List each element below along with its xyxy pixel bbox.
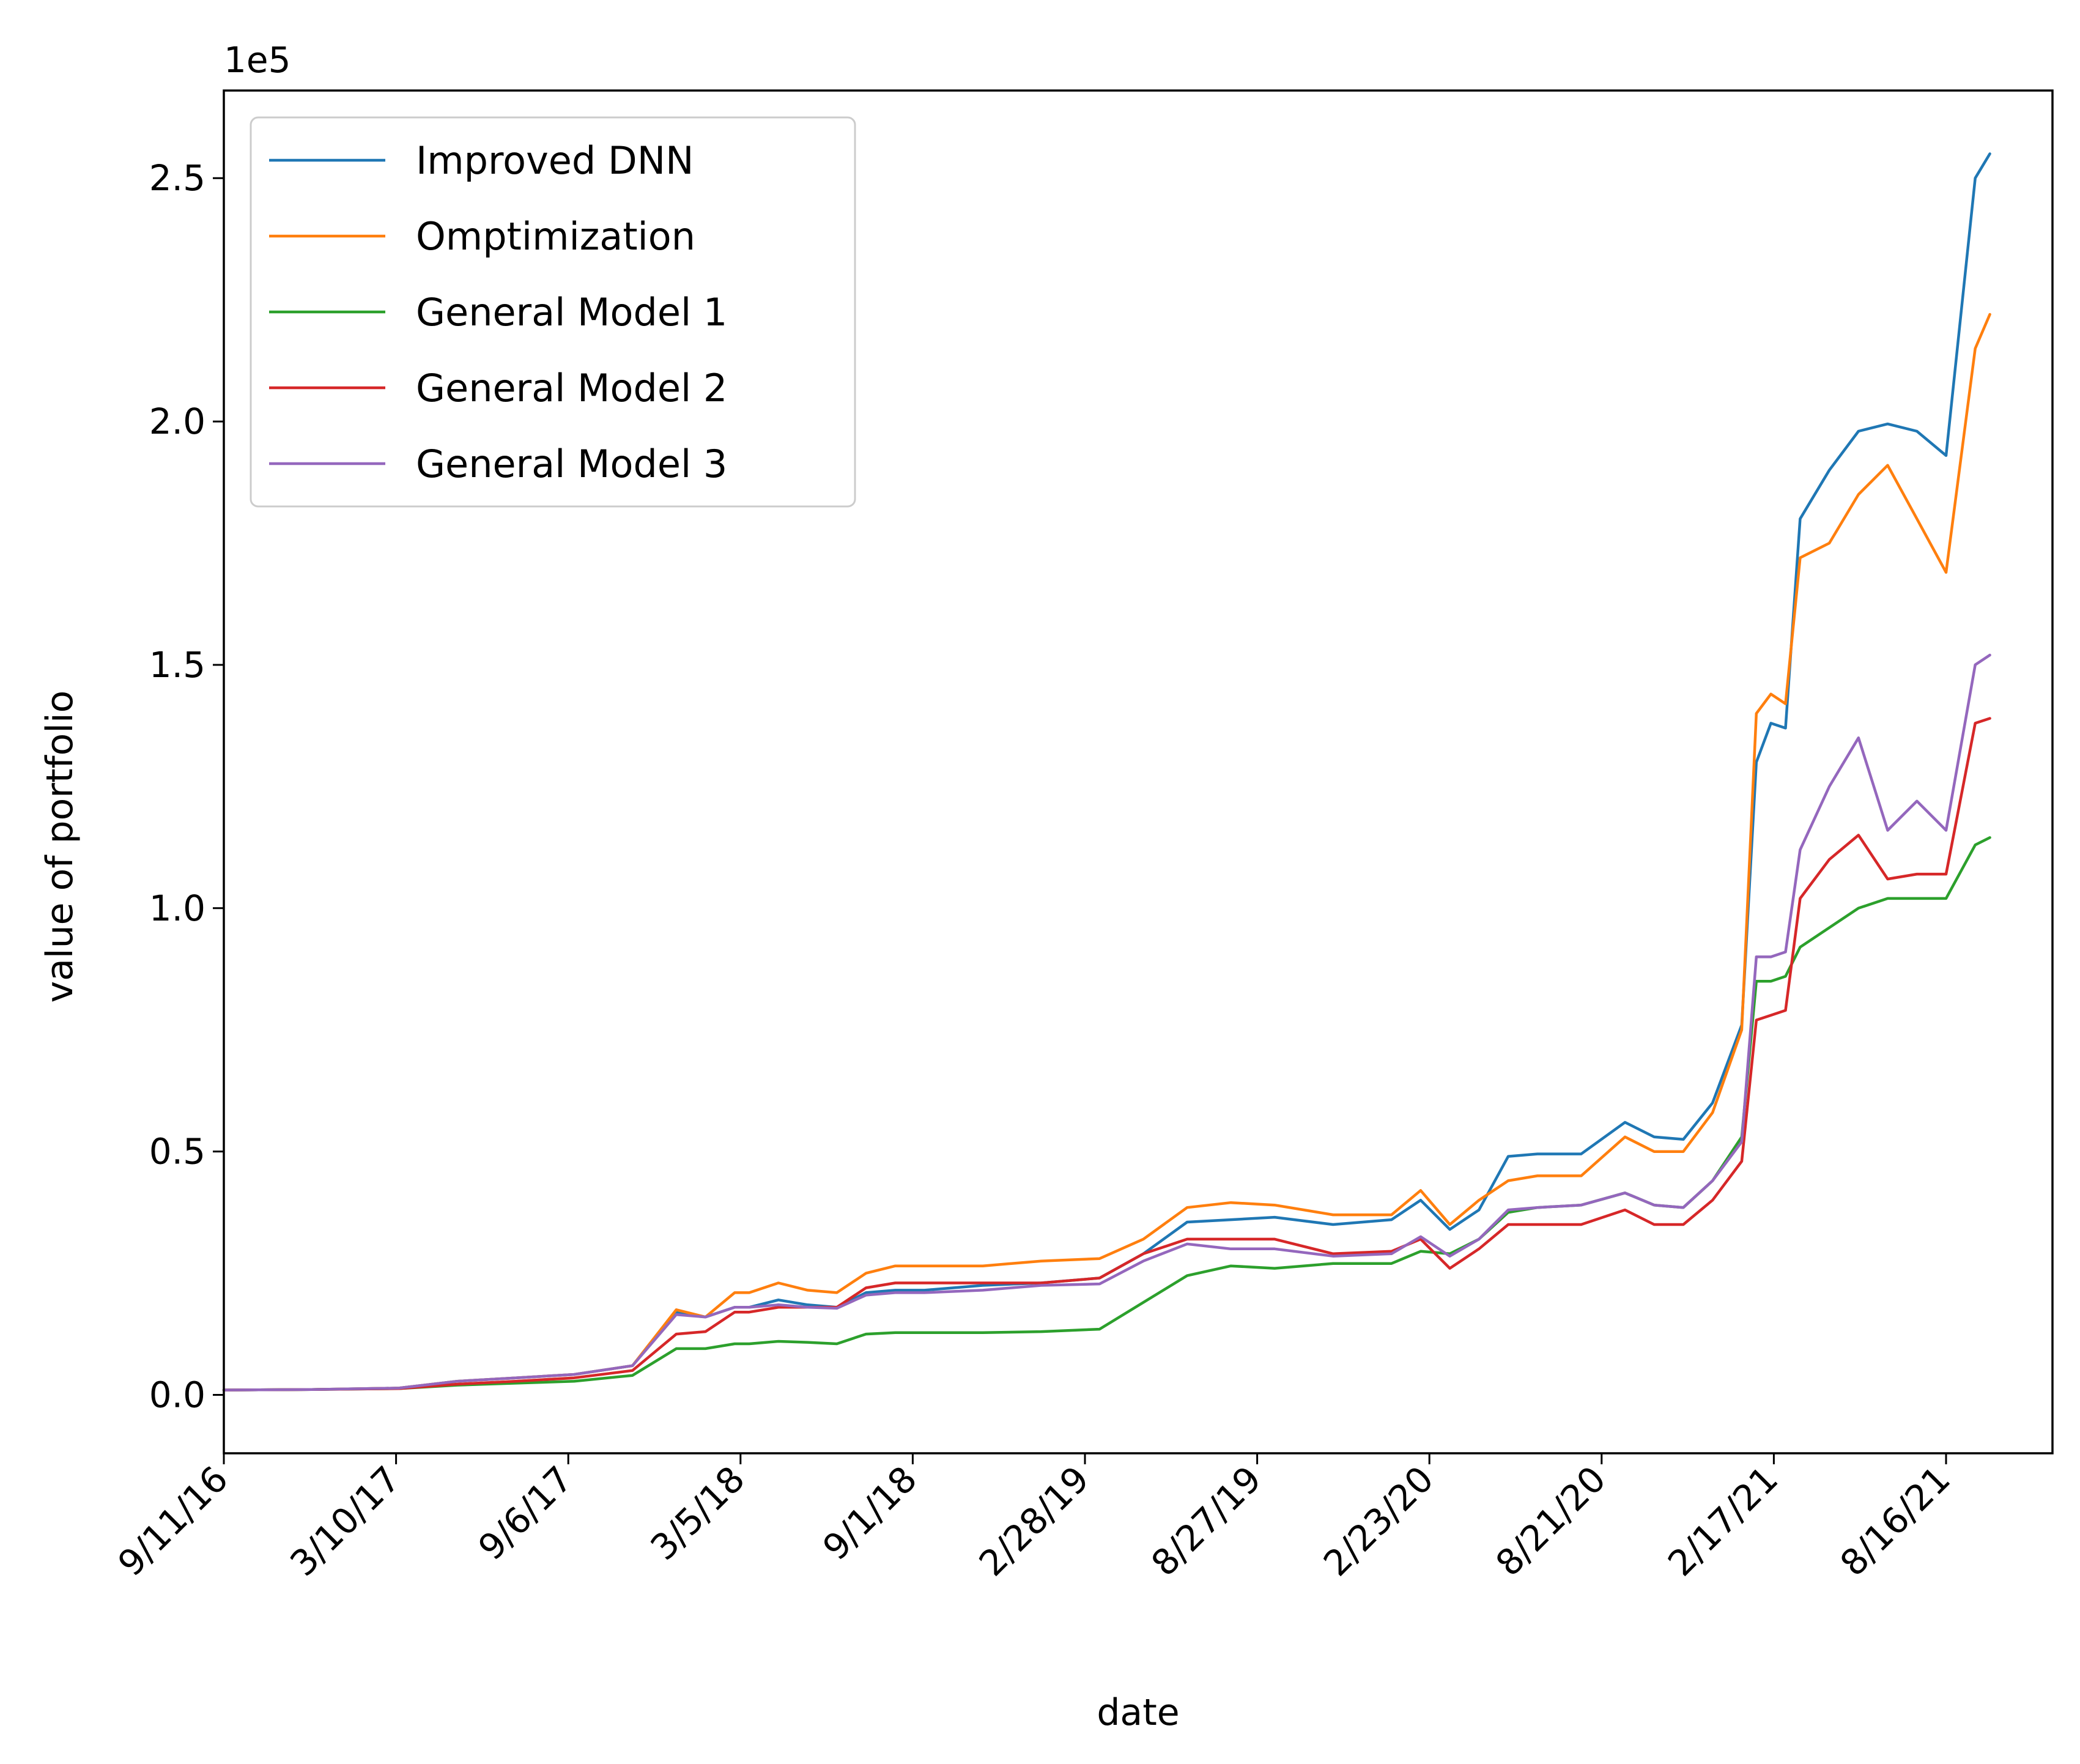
legend: Improved DNN Omptimization General Model 1… — [250, 116, 856, 508]
series-layer — [222, 152, 1991, 1392]
legend-entry-label: General Model 1 — [416, 290, 727, 335]
legend-box — [250, 116, 856, 508]
y-exponent-label: 1e5 — [224, 39, 291, 81]
y-tick-label: 1.0 — [149, 888, 205, 929]
y-tick-label: 0.0 — [149, 1374, 205, 1416]
y-tick-label: 1.5 — [149, 644, 205, 686]
legend-entry-label: Omptimization — [416, 214, 695, 259]
legend-entry-label: General Model 2 — [416, 366, 727, 410]
y-tick-label: 0.5 — [149, 1131, 205, 1173]
series-line-5 — [222, 653, 1991, 1392]
y-tick-label: 2.5 — [149, 157, 205, 199]
y-tick-label: 2.0 — [149, 401, 205, 442]
series-line-3 — [222, 836, 1991, 1392]
legend-entry-label: Improved DNN — [416, 138, 694, 183]
plot-frame — [223, 89, 2054, 1455]
series-line-4 — [222, 717, 1991, 1392]
y-axis-title: value of portfolio — [39, 691, 81, 1003]
legend-entry-label: General Model 3 — [416, 442, 727, 486]
x-axis-title: date — [1097, 1691, 1179, 1734]
